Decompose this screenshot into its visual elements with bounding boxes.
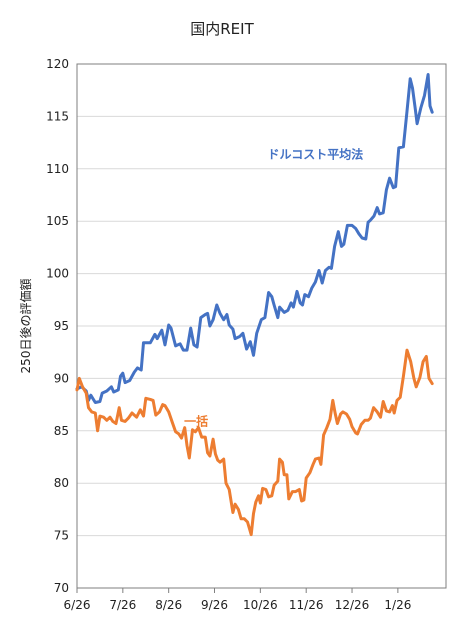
chart-title: 国内REIT	[190, 20, 254, 38]
x-tick-label: 8/26	[155, 598, 182, 612]
x-axis: 6/26 7/26 8/26 9/26 10/26 11/26 12/26 1/26	[64, 588, 411, 612]
series-line-dollar-cost	[75, 73, 434, 404]
y-tick-label: 95	[54, 319, 69, 333]
gridlines	[77, 115, 446, 537]
y-tick-label: 75	[54, 529, 69, 543]
series-annotation-lump-sum: 一括	[184, 414, 208, 429]
y-tick-label: 120	[46, 57, 69, 71]
x-tick-label: 1/26	[384, 598, 411, 612]
x-tick-label: 11/26	[289, 598, 324, 612]
y-axis: 70 75 80 85 90 95 100 105 110 115 120	[46, 57, 69, 595]
x-tick-label: 12/26	[335, 598, 370, 612]
y-axis-label: 250日後の評価額	[18, 279, 33, 374]
y-tick-label: 80	[54, 476, 69, 490]
y-tick-label: 90	[54, 371, 69, 385]
series-line-lump-sum	[75, 348, 434, 537]
x-tick-label: 7/26	[109, 598, 136, 612]
y-tick-label: 110	[46, 162, 69, 176]
x-tick-label: 6/26	[64, 598, 91, 612]
y-tick-label: 85	[54, 424, 69, 438]
y-tick-label: 100	[46, 267, 69, 281]
x-tick-label: 10/26	[243, 598, 278, 612]
y-tick-label: 105	[46, 214, 69, 228]
plot-area	[76, 63, 447, 589]
y-tick-label: 70	[54, 581, 69, 595]
series-annotation-dollar-cost: ドルコスト平均法	[267, 146, 363, 161]
x-tick-label: 9/26	[201, 598, 228, 612]
y-tick-label: 115	[46, 109, 69, 123]
